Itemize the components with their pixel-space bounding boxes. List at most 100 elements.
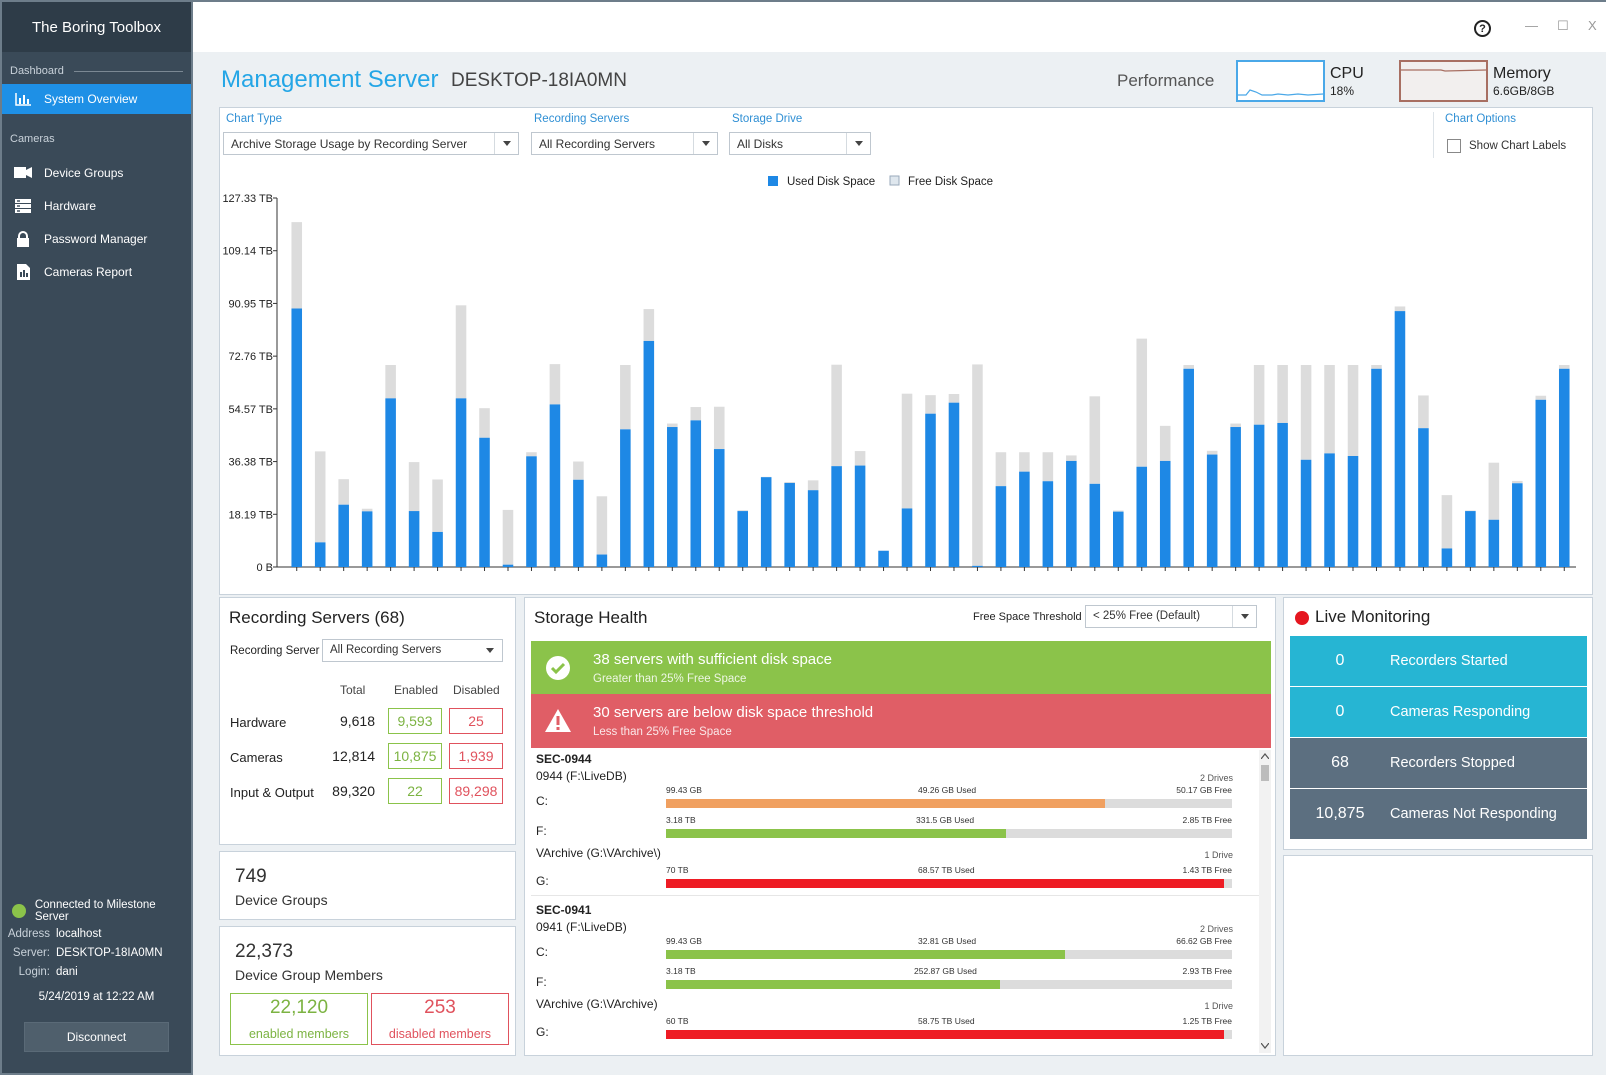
bar-free bbox=[1324, 365, 1335, 454]
disconnect-button[interactable]: Disconnect bbox=[24, 1022, 169, 1052]
bar-used bbox=[620, 429, 631, 567]
recorders-started-count: 0 bbox=[1335, 652, 1345, 669]
address-label: Address bbox=[7, 927, 50, 940]
drive-usage-bar bbox=[666, 799, 1232, 808]
sidebar-item-label: Password Manager bbox=[44, 231, 148, 246]
recording-servers-select[interactable]: All Recording Servers bbox=[531, 132, 718, 155]
chevron-up-icon[interactable] bbox=[1261, 753, 1269, 759]
chart-type-select[interactable]: Archive Storage Usage by Recording Serve… bbox=[223, 132, 519, 155]
maximize-button[interactable]: ☐ bbox=[1557, 18, 1569, 33]
sidebar-section-dashboard: Dashboard bbox=[2, 61, 191, 81]
legend-swatch-used bbox=[768, 176, 778, 186]
storage-drive-select[interactable]: All Disks bbox=[729, 132, 871, 155]
row-cameras-total: 12,814 bbox=[332, 748, 375, 764]
bar-free bbox=[643, 309, 655, 341]
bar-used bbox=[972, 565, 983, 567]
bar-free bbox=[1277, 365, 1288, 423]
recorders-started-label: Recorders Started bbox=[1390, 653, 1508, 669]
server-live-db: 0941 (F:\LiveDB) bbox=[536, 920, 627, 934]
sidebar-item-cameras-report[interactable]: Cameras Report bbox=[2, 255, 191, 288]
performance-label: Performance bbox=[1117, 71, 1215, 90]
memory-value: 6.6GB/8GB bbox=[1493, 84, 1555, 98]
chart-panel: Chart Type Archive Storage Usage by Reco… bbox=[219, 107, 1593, 595]
threshold-select[interactable]: < 25% Free (Default) bbox=[1085, 605, 1257, 628]
drive-used: 331.5 GB Used bbox=[916, 815, 975, 825]
scrollbar[interactable] bbox=[1259, 750, 1271, 1053]
server-disk-list[interactable]: SEC-0944 0944 (F:\LiveDB) 2 Drives C: 99… bbox=[531, 750, 1259, 1053]
device-groups-panel: 749 Device Groups bbox=[219, 851, 516, 920]
recording-servers-panel: Recording Servers (68) Recording Server … bbox=[219, 597, 516, 845]
recording-servers-value: All Recording Servers bbox=[539, 137, 656, 151]
bar-used bbox=[784, 482, 795, 567]
minimize-button[interactable]: — bbox=[1525, 18, 1538, 33]
bar-used bbox=[502, 564, 514, 567]
sidebar: The Boring Toolbox Dashboard System Over… bbox=[0, 0, 193, 1075]
bar-used bbox=[455, 398, 467, 567]
bar-used bbox=[643, 340, 655, 567]
y-tick-label: 54.57 TB bbox=[229, 404, 273, 416]
drive-free: 66.62 GB Free bbox=[1176, 936, 1232, 946]
disabled-members-label: disabled members bbox=[388, 1027, 492, 1041]
drive-letter: G: bbox=[536, 874, 549, 888]
row-hardware-disabled: 25 bbox=[449, 708, 503, 734]
y-tick-label: 109.14 TB bbox=[222, 246, 273, 258]
row-hardware-enabled: 9,593 bbox=[388, 708, 442, 734]
connection-timestamp: 5/24/2019 at 12:22 AM bbox=[38, 991, 155, 1003]
server-name: SEC-0941 bbox=[536, 903, 592, 917]
bar-free bbox=[690, 407, 702, 421]
section-label: Cameras bbox=[10, 133, 55, 145]
drive-usage-bar bbox=[666, 980, 1232, 989]
bar-used bbox=[854, 465, 866, 567]
login-value: dani bbox=[56, 965, 78, 978]
server-label: Server: bbox=[12, 946, 50, 959]
row-io-disabled: 89,298 bbox=[449, 778, 503, 804]
drive-letter: C: bbox=[536, 945, 548, 959]
bar-free bbox=[1558, 365, 1570, 369]
show-labels-checkbox[interactable] bbox=[1447, 139, 1461, 153]
chevron-down-icon bbox=[494, 133, 518, 154]
bar-used bbox=[1558, 368, 1570, 567]
bar-free bbox=[1159, 425, 1171, 461]
sidebar-item-system-overview[interactable]: System Overview bbox=[2, 84, 191, 114]
below-threshold-text: 30 servers are below disk space threshol… bbox=[593, 704, 874, 721]
chart-type-label: Chart Type bbox=[226, 113, 283, 125]
bar-used bbox=[831, 466, 842, 567]
bar-used bbox=[1113, 511, 1124, 567]
bar-free bbox=[1253, 365, 1265, 425]
drive-count: 2 Drives bbox=[1199, 773, 1233, 783]
sidebar-item-device-groups[interactable]: Device Groups bbox=[2, 156, 191, 189]
drive-usage-fill bbox=[666, 980, 1000, 989]
server-archive: VArchive (G:\VArchive) bbox=[536, 997, 658, 1011]
bar-free bbox=[784, 482, 795, 483]
drive-used: 68.57 TB Used bbox=[918, 865, 975, 875]
bar-used bbox=[1042, 481, 1054, 567]
storage-health-title: Storage Health bbox=[534, 608, 648, 627]
live-indicator-icon bbox=[1295, 611, 1309, 625]
sidebar-item-label: Device Groups bbox=[44, 165, 124, 180]
recording-servers-label: Recording Servers bbox=[534, 113, 630, 125]
drive-letter: G: bbox=[536, 1025, 549, 1039]
sufficient-space-banner: 38 servers with sufficient disk space Gr… bbox=[531, 641, 1271, 694]
chart-options: Chart Options Show Chart Labels bbox=[1433, 112, 1583, 158]
sidebar-item-password-manager[interactable]: Password Manager bbox=[2, 222, 191, 255]
storage-drive-value: All Disks bbox=[737, 137, 784, 151]
bar-used bbox=[1206, 454, 1218, 567]
scrollbar-thumb[interactable] bbox=[1261, 765, 1269, 781]
lock-icon bbox=[14, 230, 32, 247]
sidebar-item-hardware[interactable]: Hardware bbox=[2, 189, 191, 222]
bar-free bbox=[1183, 365, 1194, 369]
server-name: SEC-0944 bbox=[536, 752, 592, 766]
bar-free bbox=[502, 509, 514, 565]
bar-free bbox=[854, 451, 866, 466]
question-circle-icon[interactable]: ? bbox=[1474, 20, 1491, 37]
below-threshold-banner: 30 servers are below disk space threshol… bbox=[531, 694, 1271, 748]
storage-bar-chart: Used Disk Space Free Disk Space 0 B 18.19 T… bbox=[222, 175, 1576, 574]
cameras-not-responding-label: Cameras Not Responding bbox=[1390, 806, 1557, 822]
chart-icon bbox=[14, 92, 32, 106]
recording-server-filter-select[interactable]: All Recording Servers bbox=[322, 639, 503, 662]
bar-used bbox=[526, 456, 537, 567]
bar-used bbox=[995, 486, 1007, 567]
close-button[interactable]: X bbox=[1588, 18, 1597, 33]
bar-free bbox=[807, 480, 819, 491]
chevron-down-icon[interactable] bbox=[1261, 1043, 1269, 1049]
